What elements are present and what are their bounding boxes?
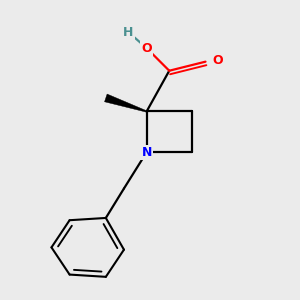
- Text: O: O: [212, 54, 223, 67]
- Polygon shape: [104, 94, 147, 112]
- Text: H: H: [123, 26, 134, 39]
- Text: O: O: [141, 42, 152, 55]
- Text: N: N: [141, 146, 152, 159]
